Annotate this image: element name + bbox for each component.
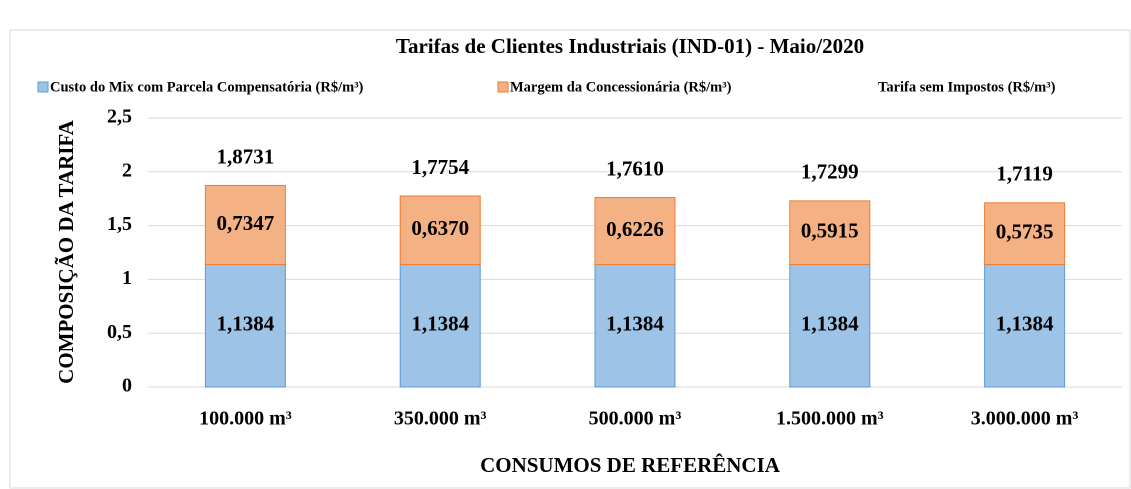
bar-segment <box>984 264 1066 388</box>
y-tick-label: 0 <box>122 375 132 397</box>
value-label: 1,1384 <box>801 312 859 336</box>
total-label: 1,7610 <box>606 156 664 180</box>
x-tick-label: 1.500.000 m³ <box>776 408 884 430</box>
y-tick-label: 1 <box>122 267 132 289</box>
value-label: 0,5735 <box>996 219 1054 243</box>
bar-segment <box>789 200 871 266</box>
legend-label: Tarifa sem Impostos (R$/m³) <box>878 79 1056 95</box>
value-label: 1,1384 <box>217 312 275 336</box>
bar-segment <box>399 195 481 266</box>
value-label: 1,1384 <box>411 312 469 336</box>
total-label: 1,7299 <box>801 160 859 184</box>
value-label: 0,6226 <box>606 217 664 241</box>
y-tick-label: 1,5 <box>107 213 132 235</box>
chart-frame <box>9 29 1131 489</box>
value-label: 0,6370 <box>411 216 469 240</box>
value-label: 1,1384 <box>996 312 1054 336</box>
bar-segment <box>984 202 1066 266</box>
bar-segment <box>399 264 481 388</box>
legend-label: Custo do Mix com Parcela Compensatória (… <box>50 79 364 95</box>
x-tick-label: 350.000 m³ <box>394 408 487 430</box>
legend-label: Margem da Concessionária (R$/m³) <box>510 79 732 95</box>
x-axis-title: CONSUMOS DE REFERÊNCIA <box>480 453 781 477</box>
bar-segment <box>789 264 871 388</box>
value-label: 1,1384 <box>606 312 664 336</box>
value-label: 0,5915 <box>801 218 859 242</box>
value-label: 0,7347 <box>217 211 275 235</box>
total-label: 1,7119 <box>996 162 1053 186</box>
y-tick-label: 0,5 <box>107 321 132 343</box>
bar-segment <box>204 184 286 266</box>
x-tick-label: 500.000 m³ <box>589 408 682 430</box>
bar-segment <box>594 264 676 388</box>
y-tick-label: 2,5 <box>107 106 132 128</box>
chart-title: Tarifas de Clientes Industriais (IND-01)… <box>396 34 864 58</box>
bar-segment <box>204 264 286 388</box>
y-tick-label: 2 <box>122 159 132 181</box>
legend-swatch <box>497 81 509 93</box>
total-label: 1,7754 <box>411 155 469 179</box>
legend-swatch <box>37 81 49 93</box>
total-label: 1,8731 <box>217 144 275 168</box>
x-tick-label: 100.000 m³ <box>199 408 292 430</box>
x-tick-label: 3.000.000 m³ <box>971 408 1079 430</box>
bar-segment <box>594 197 676 266</box>
y-axis-title: COMPOSIÇÃO DA TARIFA <box>54 119 78 384</box>
